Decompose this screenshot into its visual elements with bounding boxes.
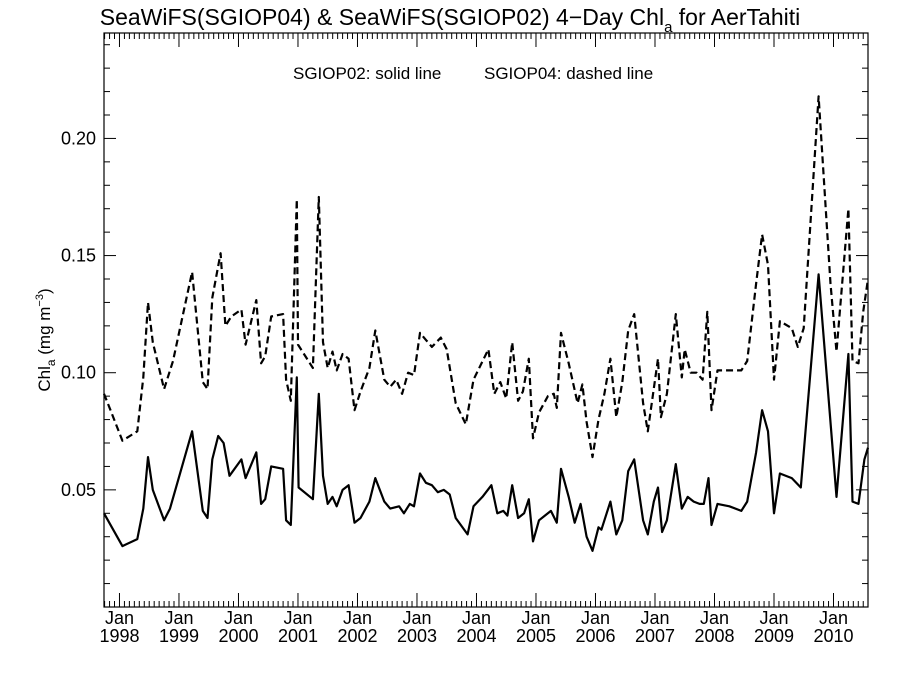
x-tick-month: Jan: [283, 608, 312, 628]
series-layer: [102, 95, 870, 552]
x-tick-year: 2002: [337, 626, 377, 646]
x-tick-month: Jan: [819, 608, 848, 628]
x-tick-year: 2009: [754, 626, 794, 646]
x-tick-year: 2006: [575, 626, 615, 646]
x-tick-month: Jan: [343, 608, 372, 628]
x-tick-year: 2004: [456, 626, 496, 646]
legend-solid-line: SGIOP02: solid line: [293, 64, 441, 83]
axis-ticks: 0.050.100.150.20Jan1998Jan1999Jan2000Jan…: [61, 33, 868, 646]
x-tick-year: 1999: [159, 626, 199, 646]
y-tick-label: 0.15: [61, 246, 96, 266]
x-tick-month: Jan: [224, 608, 253, 628]
x-tick-year: 2000: [218, 626, 258, 646]
legend-dashed-line: SGIOP04: dashed line: [484, 64, 653, 83]
plot-area: 0.050.100.150.20Jan1998Jan1999Jan2000Jan…: [61, 32, 870, 646]
x-tick-year: 1998: [99, 626, 139, 646]
y-axis-label: Chla (mg m−3): [34, 288, 58, 391]
x-tick-month: Jan: [759, 608, 788, 628]
x-tick-year: 2010: [813, 626, 853, 646]
x-tick-month: Jan: [700, 608, 729, 628]
x-tick-month: Jan: [164, 608, 193, 628]
x-tick-month: Jan: [105, 608, 134, 628]
x-tick-month: Jan: [581, 608, 610, 628]
x-tick-month: Jan: [521, 608, 550, 628]
x-tick-year: 2005: [516, 626, 556, 646]
x-tick-year: 2001: [278, 626, 318, 646]
x-tick-year: 2008: [694, 626, 734, 646]
sgiop04-dashed-line: [102, 95, 870, 459]
x-tick-month: Jan: [462, 608, 491, 628]
y-tick-label: 0.10: [61, 363, 96, 383]
sgiop02-solid-line: [103, 273, 870, 552]
plot-frame: [103, 32, 869, 608]
y-tick-label: 0.05: [61, 480, 96, 500]
chart-title: SeaWiFS(SGIOP04) & SeaWiFS(SGIOP02) 4−Da…: [100, 4, 801, 36]
y-tick-label: 0.20: [61, 128, 96, 148]
x-tick-year: 2007: [635, 626, 675, 646]
x-tick-month: Jan: [402, 608, 431, 628]
x-tick-month: Jan: [640, 608, 669, 628]
x-tick-year: 2003: [397, 626, 437, 646]
